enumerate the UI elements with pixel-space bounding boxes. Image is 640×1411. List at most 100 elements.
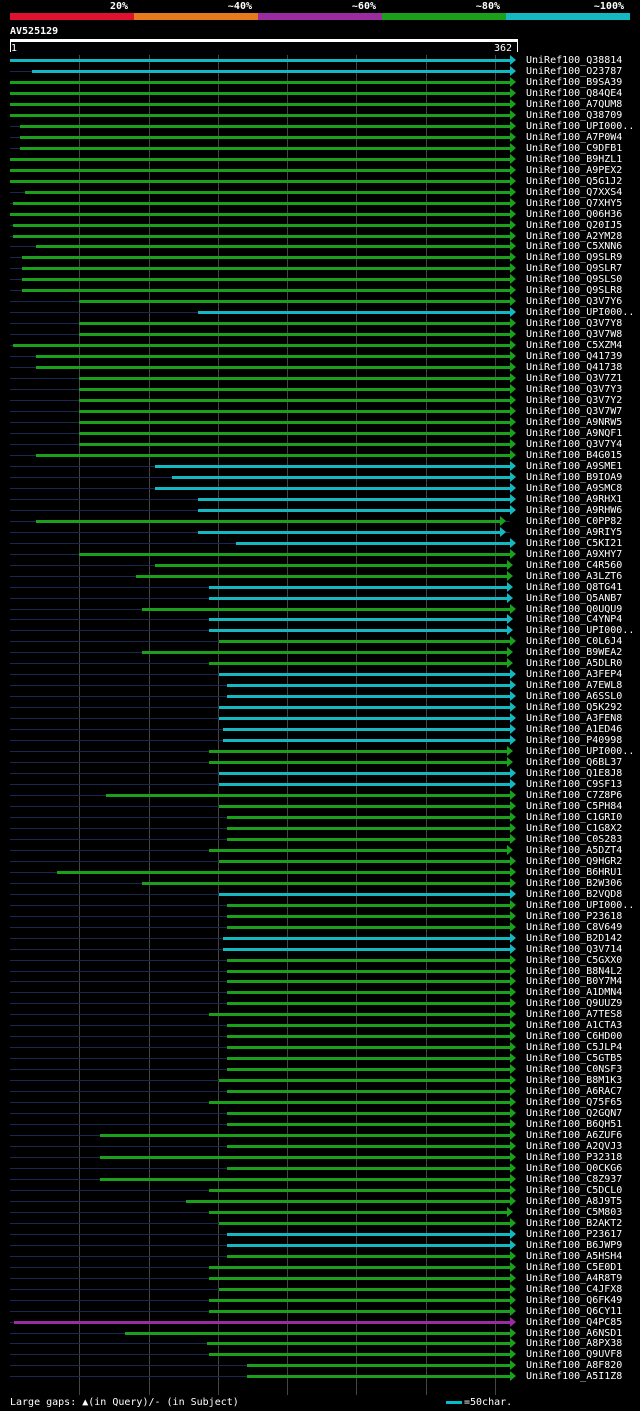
hit-row[interactable]: UniRef100_A9RHW6: [0, 505, 640, 516]
hit-label[interactable]: UniRef100_A4R8T9: [526, 1273, 623, 1284]
hit-label[interactable]: UniRef100_A1DMN4: [526, 987, 623, 998]
hit-alignment-bar[interactable]: [32, 70, 510, 73]
hit-label[interactable]: UniRef100_Q5G1J2: [526, 176, 623, 187]
hit-label[interactable]: UniRef100_Q41738: [526, 362, 623, 373]
hit-alignment-bar[interactable]: [100, 1178, 510, 1181]
hit-row[interactable]: UniRef100_B9IOA9: [0, 472, 640, 483]
hit-alignment-bar[interactable]: [227, 904, 510, 907]
hit-alignment-bar[interactable]: [136, 575, 507, 578]
hit-alignment-bar[interactable]: [209, 629, 507, 632]
hit-row[interactable]: UniRef100_Q3V7Y4: [0, 439, 640, 450]
hit-row[interactable]: UniRef100_UPI000..: [0, 625, 640, 636]
hit-row[interactable]: UniRef100_Q0CKG6: [0, 1163, 640, 1174]
hit-row[interactable]: UniRef100_A7QUM8: [0, 99, 640, 110]
hit-alignment-bar[interactable]: [219, 783, 510, 786]
hit-alignment-bar[interactable]: [227, 1255, 510, 1258]
hit-label[interactable]: UniRef100_C0S283: [526, 834, 623, 845]
hit-row[interactable]: UniRef100_Q3V7W7: [0, 406, 640, 417]
hit-alignment-bar[interactable]: [20, 136, 510, 139]
hit-label[interactable]: UniRef100_Q6CY11: [526, 1306, 623, 1317]
hit-row[interactable]: UniRef100_P23617: [0, 1229, 640, 1240]
hit-alignment-bar[interactable]: [155, 564, 507, 567]
hit-alignment-bar[interactable]: [209, 849, 507, 852]
hit-label[interactable]: UniRef100_C8Z937: [526, 1174, 623, 1185]
hit-label[interactable]: UniRef100_C5GTB5: [526, 1053, 623, 1064]
hit-alignment-bar[interactable]: [36, 454, 510, 457]
hit-row[interactable]: UniRef100_B9SA39: [0, 77, 640, 88]
hit-label[interactable]: UniRef100_A9NQF1: [526, 428, 623, 439]
hit-label[interactable]: UniRef100_C5DCL0: [526, 1185, 623, 1196]
hit-label[interactable]: UniRef100_C5XZM4: [526, 340, 623, 351]
hit-alignment-bar[interactable]: [209, 597, 507, 600]
hit-row[interactable]: UniRef100_A8J9T5: [0, 1196, 640, 1207]
hit-alignment-bar[interactable]: [79, 421, 510, 424]
hit-label[interactable]: UniRef100_Q9SLR7: [526, 263, 623, 274]
hit-label[interactable]: UniRef100_B9SA39: [526, 77, 623, 88]
hit-alignment-bar[interactable]: [219, 860, 510, 863]
hit-row[interactable]: UniRef100_Q5G1J2: [0, 176, 640, 187]
hit-row[interactable]: UniRef100_B2W306: [0, 878, 640, 889]
hit-alignment-bar[interactable]: [219, 1079, 510, 1082]
hit-row[interactable]: UniRef100_B6QH51: [0, 1119, 640, 1130]
hit-row[interactable]: UniRef100_P32318: [0, 1152, 640, 1163]
hit-row[interactable]: UniRef100_P40998: [0, 735, 640, 746]
hit-alignment-bar[interactable]: [22, 256, 510, 259]
hit-label[interactable]: UniRef100_C1GRI0: [526, 812, 623, 823]
hit-row[interactable]: UniRef100_Q20IJ5: [0, 220, 640, 231]
hit-alignment-bar[interactable]: [14, 1321, 510, 1324]
hit-alignment-bar[interactable]: [186, 1200, 510, 1203]
hit-alignment-bar[interactable]: [219, 772, 510, 775]
hit-alignment-bar[interactable]: [79, 410, 510, 413]
hit-row[interactable]: UniRef100_C5JLP4: [0, 1042, 640, 1053]
hit-row[interactable]: UniRef100_C9SF13: [0, 779, 640, 790]
hit-label[interactable]: UniRef100_A5HSH4: [526, 1251, 623, 1262]
hit-label[interactable]: UniRef100_Q6FK49: [526, 1295, 623, 1306]
hit-row[interactable]: UniRef100_Q5K292: [0, 702, 640, 713]
hit-label[interactable]: UniRef100_A6ZUF6: [526, 1130, 623, 1141]
hit-row[interactable]: UniRef100_C5XZM4: [0, 340, 640, 351]
hit-alignment-bar[interactable]: [209, 761, 507, 764]
hit-alignment-bar[interactable]: [219, 673, 510, 676]
hit-label[interactable]: UniRef100_Q3V7W7: [526, 406, 623, 417]
hit-row[interactable]: UniRef100_A8PX38: [0, 1338, 640, 1349]
hit-label[interactable]: UniRef100_A6RAC7: [526, 1086, 623, 1097]
hit-alignment-bar[interactable]: [209, 1266, 510, 1269]
hit-label[interactable]: UniRef100_B8M1K3: [526, 1075, 623, 1086]
hit-row[interactable]: UniRef100_A2QVJ3: [0, 1141, 640, 1152]
hit-label[interactable]: UniRef100_A9RIY5: [526, 527, 623, 538]
hit-row[interactable]: UniRef100_Q5ANB7: [0, 593, 640, 604]
hit-row[interactable]: UniRef100_B6JWP9: [0, 1240, 640, 1251]
hit-alignment-bar[interactable]: [79, 399, 510, 402]
hit-alignment-bar[interactable]: [198, 498, 510, 501]
hit-row[interactable]: UniRef100_Q06H36: [0, 209, 640, 220]
hit-alignment-bar[interactable]: [22, 289, 510, 292]
hit-label[interactable]: UniRef100_Q4PC85: [526, 1317, 623, 1328]
hit-label[interactable]: UniRef100_UPI000..: [526, 121, 635, 132]
hit-row[interactable]: UniRef100_A1CTA3: [0, 1020, 640, 1031]
hit-alignment-bar[interactable]: [227, 695, 510, 698]
hit-row[interactable]: UniRef100_A9NRW5: [0, 417, 640, 428]
hit-row[interactable]: UniRef100_A9RHX1: [0, 494, 640, 505]
hit-label[interactable]: UniRef100_P23617: [526, 1229, 623, 1240]
hit-row[interactable]: UniRef100_A1ED46: [0, 724, 640, 735]
hit-label[interactable]: UniRef100_A5DZT4: [526, 845, 623, 856]
hit-label[interactable]: UniRef100_A2YM28: [526, 231, 623, 242]
hit-alignment-bar[interactable]: [155, 487, 510, 490]
hit-row[interactable]: UniRef100_A8F820: [0, 1360, 640, 1371]
hit-alignment-bar[interactable]: [100, 1156, 510, 1159]
hit-row[interactable]: UniRef100_A9SME1: [0, 461, 640, 472]
hit-row[interactable]: UniRef100_Q1E8J8: [0, 768, 640, 779]
hit-row[interactable]: UniRef100_C5M803: [0, 1207, 640, 1218]
hit-row[interactable]: UniRef100_B8M1K3: [0, 1075, 640, 1086]
hit-alignment-bar[interactable]: [223, 728, 510, 731]
hit-alignment-bar[interactable]: [227, 959, 510, 962]
hit-row[interactable]: UniRef100_A5DLR0: [0, 658, 640, 669]
hit-label[interactable]: UniRef100_Q9HGR2: [526, 856, 623, 867]
hit-alignment-bar[interactable]: [209, 618, 507, 621]
hit-row[interactable]: UniRef100_A1DMN4: [0, 987, 640, 998]
hit-alignment-bar[interactable]: [142, 651, 508, 654]
hit-row[interactable]: UniRef100_C9DFB1: [0, 143, 640, 154]
hit-row[interactable]: UniRef100_C4JFX8: [0, 1284, 640, 1295]
hit-alignment-bar[interactable]: [209, 1013, 510, 1016]
hit-alignment-bar[interactable]: [25, 191, 510, 194]
